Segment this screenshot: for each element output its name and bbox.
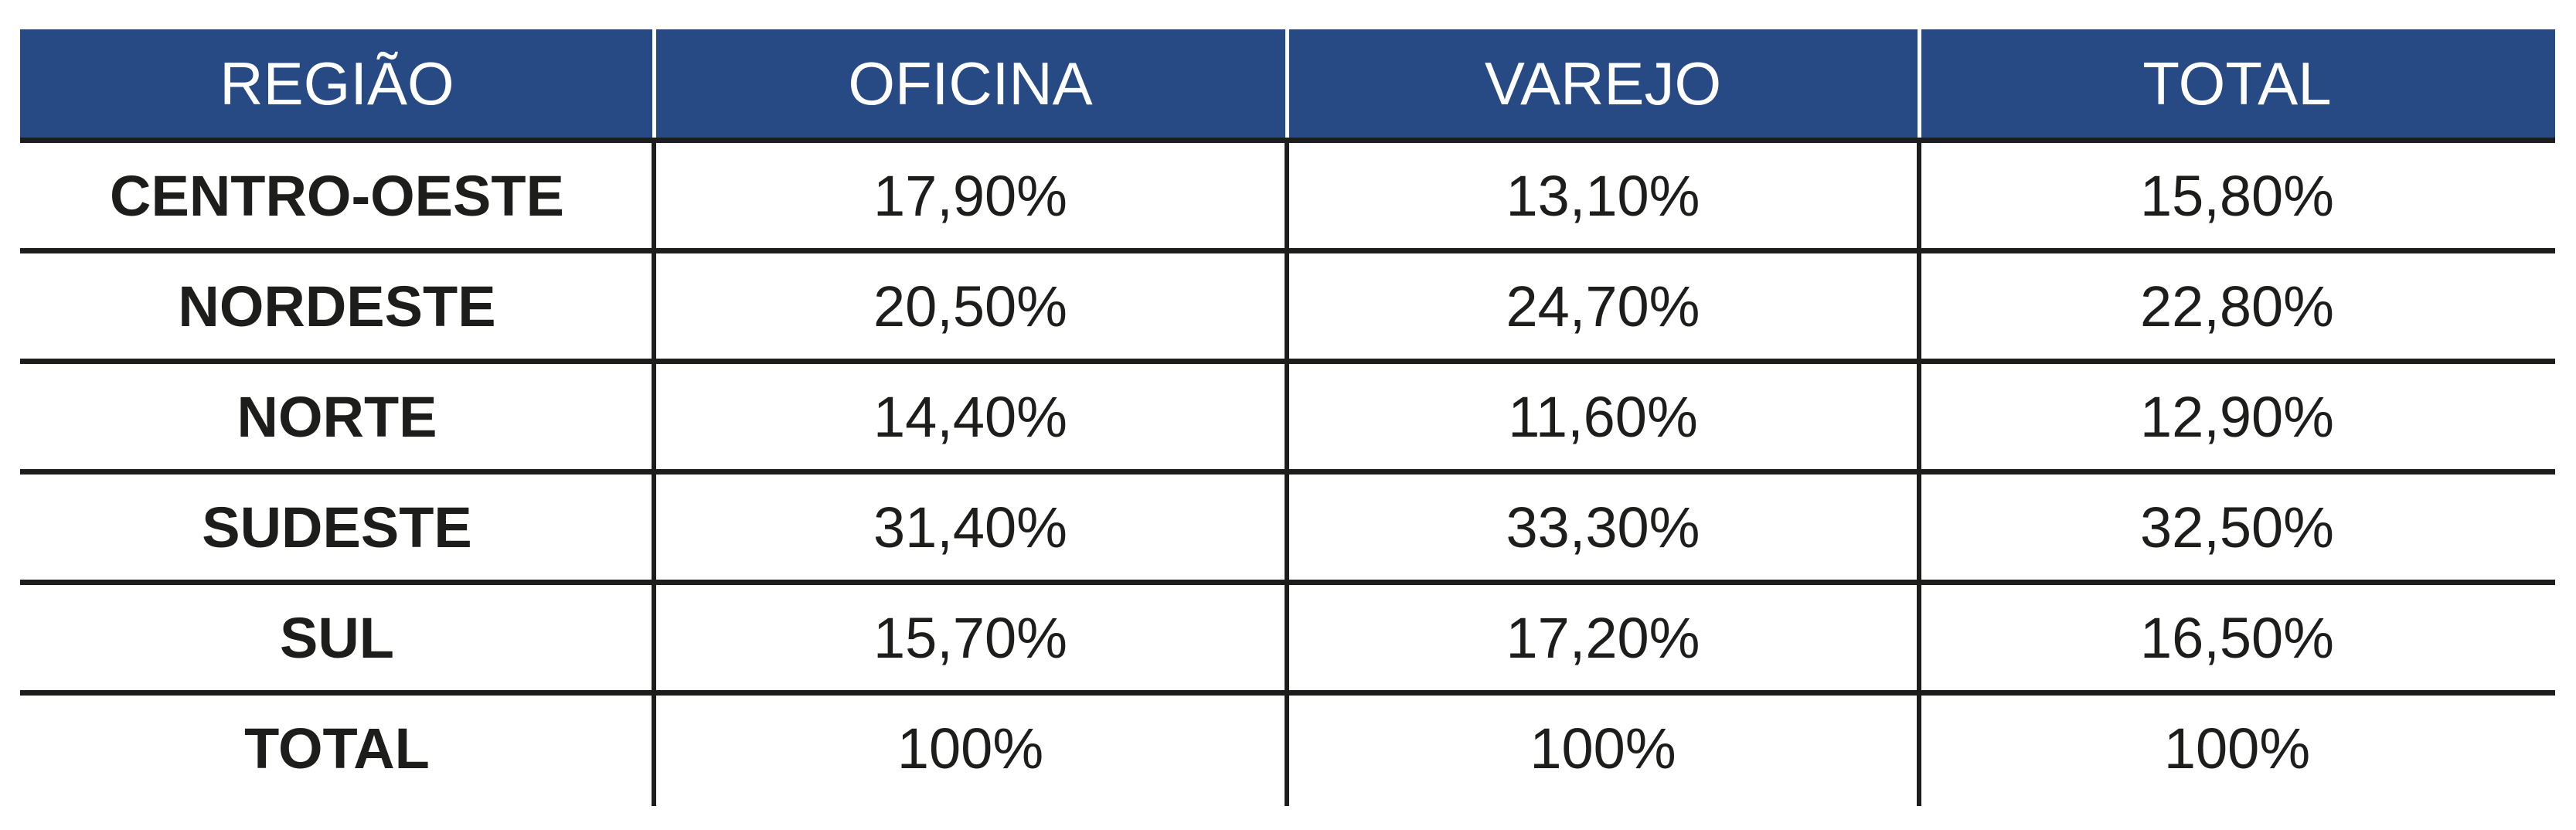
cell-varejo: 11,60% bbox=[1508, 384, 1698, 449]
column-header-oficina: OFICINA bbox=[848, 49, 1093, 117]
row-rule bbox=[20, 138, 2555, 143]
cell-total: 15,80% bbox=[2140, 163, 2334, 228]
header-divider bbox=[652, 29, 656, 138]
cell-oficina: 14,40% bbox=[873, 384, 1067, 449]
cell-oficina: 20,50% bbox=[873, 274, 1067, 338]
cell-varejo: 100% bbox=[1530, 716, 1676, 781]
header-divider bbox=[1918, 29, 1921, 138]
region-label: SUDESTE bbox=[202, 495, 472, 560]
column-header-region: REGIÃO bbox=[219, 49, 454, 117]
region-label: NORDESTE bbox=[178, 274, 496, 338]
regional-share-table: REGIÃO OFICINA VAREJO TOTAL CENTRO-OESTE 17,… bbox=[20, 29, 2555, 806]
table-header: REGIÃO OFICINA VAREJO TOTAL bbox=[20, 29, 2555, 138]
cell-oficina: 17,90% bbox=[873, 163, 1067, 228]
cell-oficina: 100% bbox=[897, 716, 1044, 781]
region-label: CENTRO-OESTE bbox=[110, 163, 564, 228]
region-label: NORTE bbox=[237, 384, 437, 449]
cell-total: 16,50% bbox=[2140, 605, 2334, 670]
column-rule bbox=[652, 143, 656, 806]
cell-total: 22,80% bbox=[2140, 274, 2334, 338]
cell-varejo: 24,70% bbox=[1506, 274, 1700, 338]
column-rule bbox=[1917, 143, 1921, 806]
cell-oficina: 15,70% bbox=[873, 605, 1067, 670]
region-label: SUL bbox=[280, 605, 394, 670]
cell-total: 100% bbox=[2163, 716, 2311, 781]
region-label: TOTAL bbox=[244, 716, 430, 781]
column-rule bbox=[1285, 143, 1289, 806]
cell-varejo: 13,10% bbox=[1506, 163, 1700, 228]
cell-oficina: 31,40% bbox=[873, 495, 1067, 560]
cell-varejo: 17,20% bbox=[1506, 605, 1700, 670]
cell-total: 12,90% bbox=[2140, 384, 2334, 449]
cell-varejo: 33,30% bbox=[1506, 495, 1700, 560]
header-divider bbox=[1285, 29, 1289, 138]
column-header-varejo: VAREJO bbox=[1484, 49, 1722, 117]
column-header-total: TOTAL bbox=[2142, 49, 2332, 117]
cell-total: 32,50% bbox=[2140, 495, 2334, 560]
